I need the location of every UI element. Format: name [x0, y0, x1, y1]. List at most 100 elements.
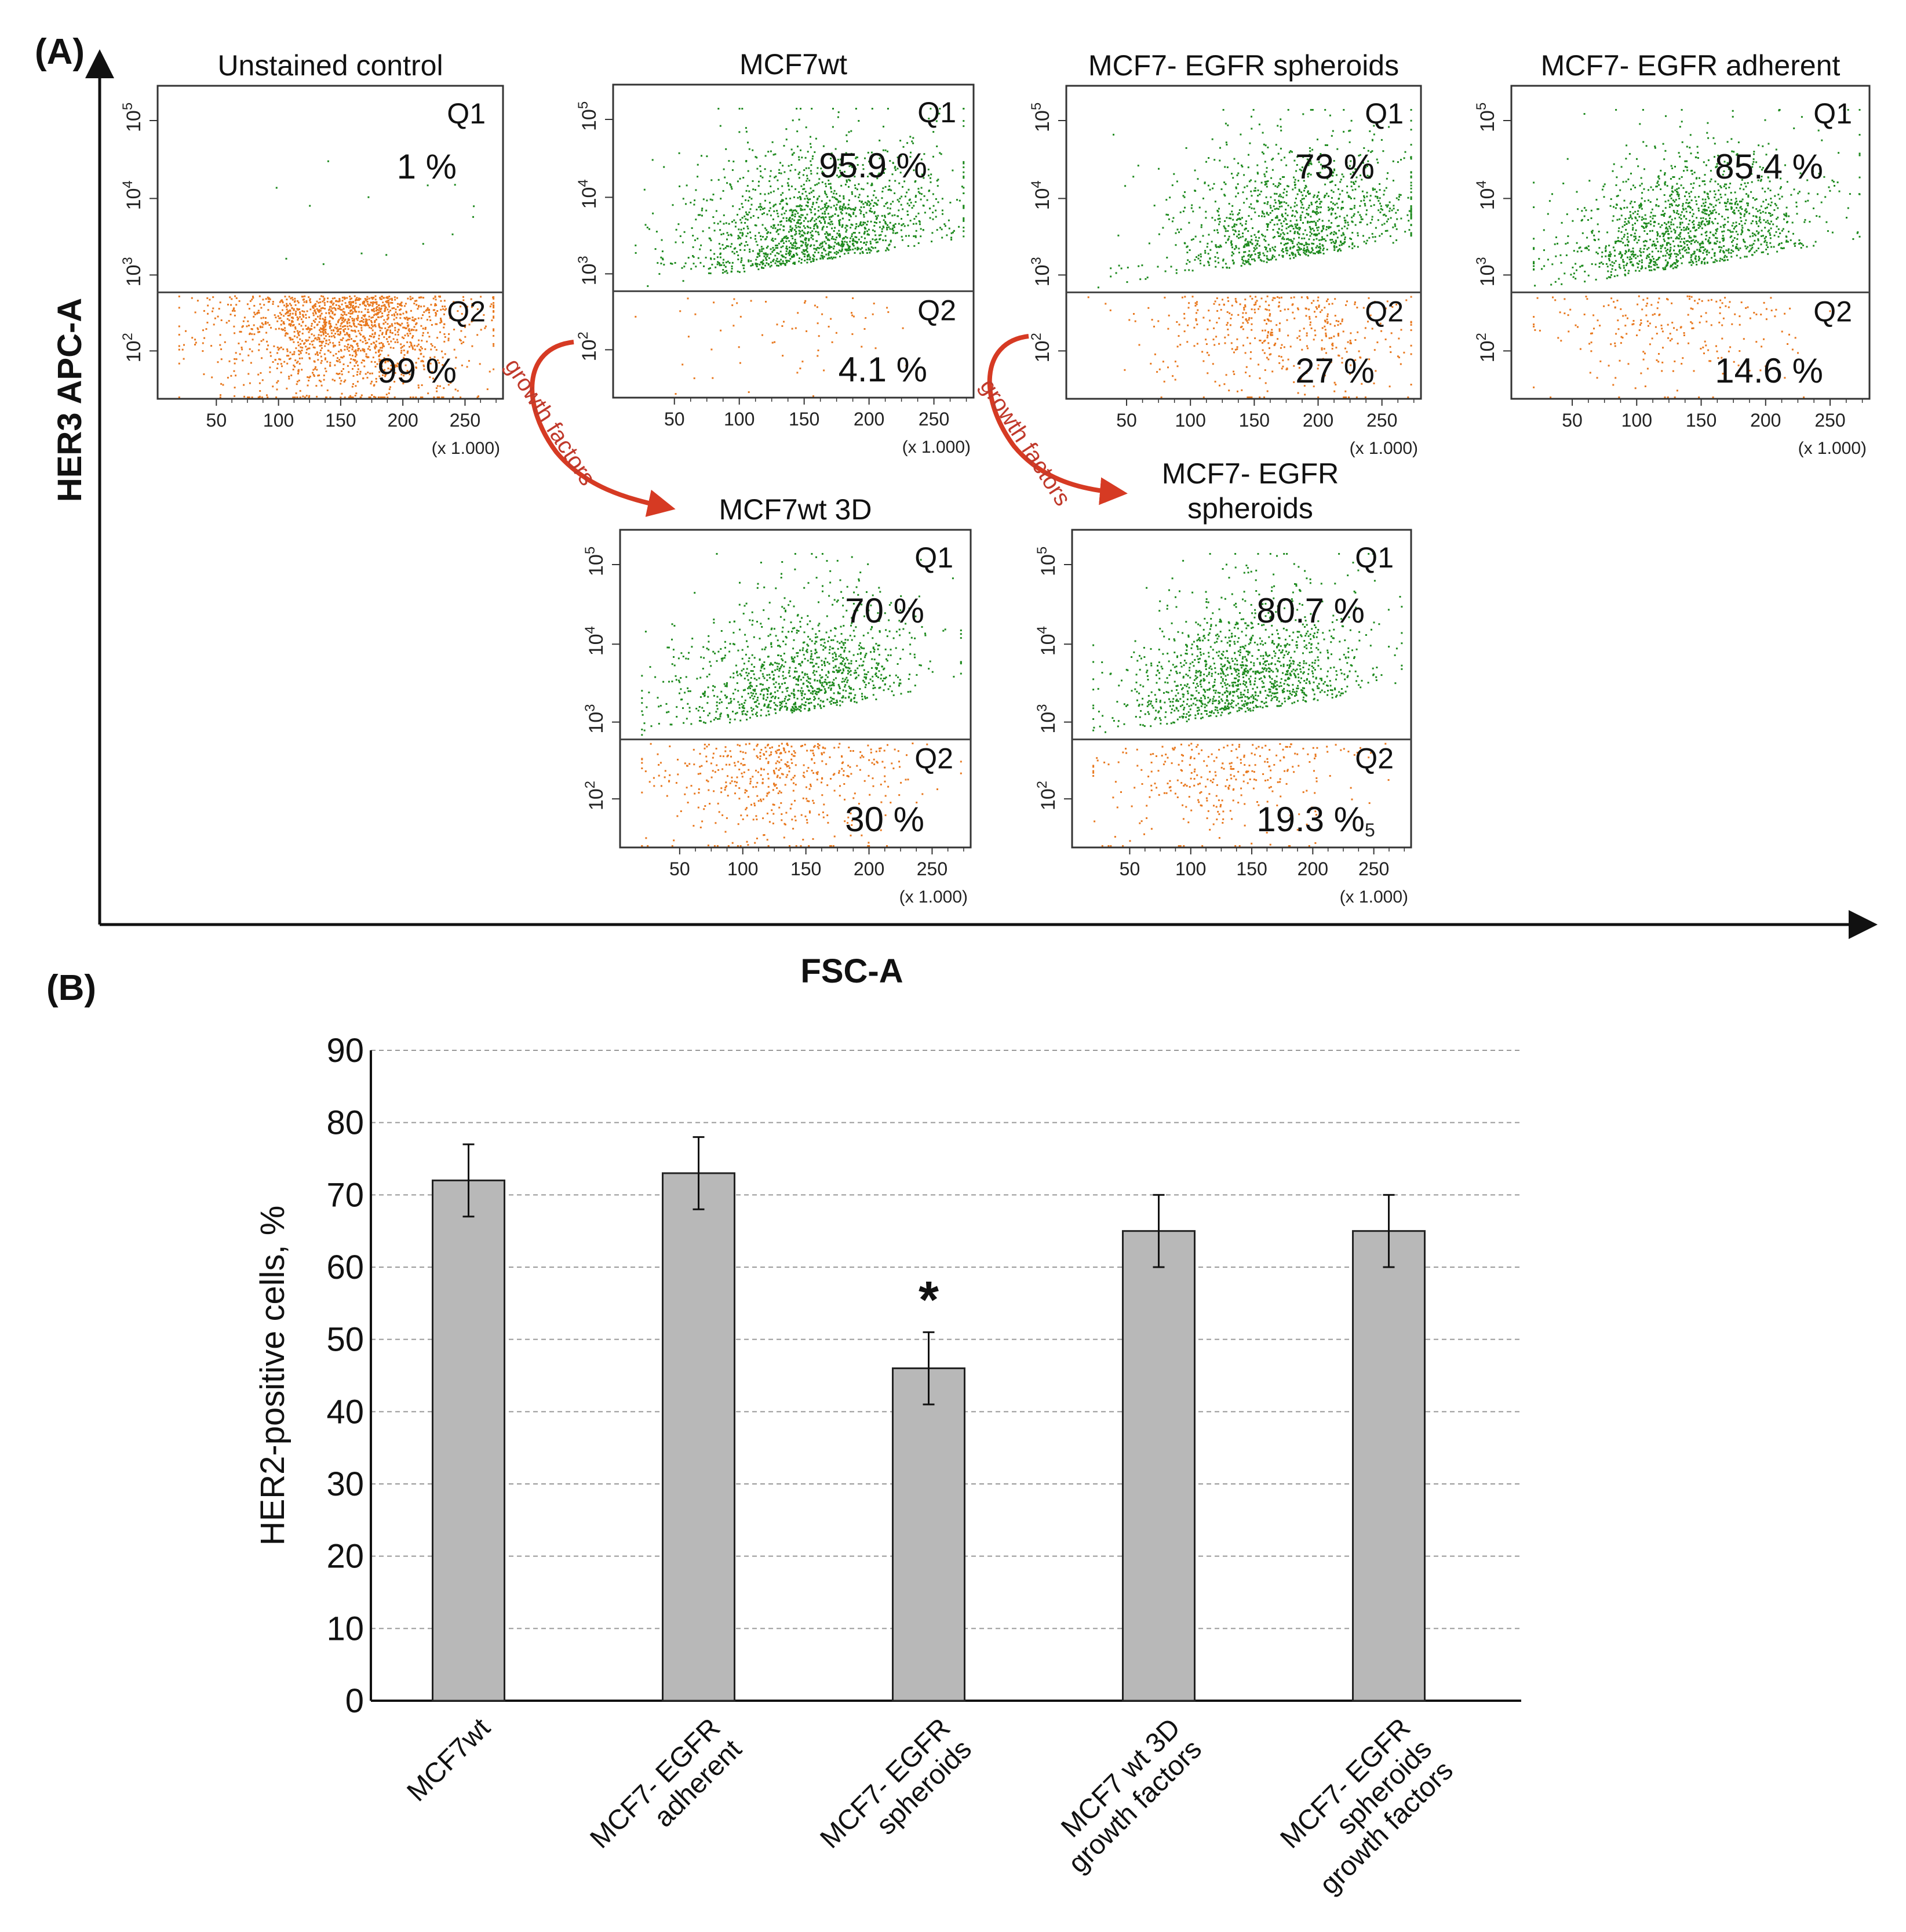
event-dot	[301, 340, 303, 342]
event-dot	[1267, 342, 1270, 344]
event-dot	[483, 314, 485, 316]
event-dot	[826, 257, 829, 260]
event-dot	[1324, 307, 1326, 309]
event-dot	[874, 246, 877, 249]
event-dot	[769, 207, 771, 209]
event-dot	[961, 185, 963, 188]
event-dot	[822, 257, 824, 260]
event-dot	[1275, 192, 1278, 195]
event-dot	[359, 304, 361, 305]
event-dot	[804, 239, 807, 241]
event-dot	[1344, 396, 1347, 398]
event-dot	[283, 323, 285, 325]
event-dot	[1257, 189, 1259, 191]
event-dot	[363, 302, 365, 304]
event-dot	[830, 157, 832, 159]
event-dot	[805, 242, 807, 244]
event-dot	[373, 314, 375, 316]
event-dot	[720, 234, 723, 235]
event-dot	[839, 219, 841, 221]
event-dot	[233, 370, 235, 372]
event-dot	[963, 192, 965, 194]
event-dot	[675, 241, 677, 243]
event-dot	[799, 223, 801, 225]
event-dot	[963, 235, 965, 238]
event-dot	[1305, 195, 1307, 197]
event-dot	[326, 389, 329, 391]
event-dot	[1297, 308, 1299, 311]
event-dot	[1326, 192, 1328, 195]
event-dot	[1313, 194, 1315, 197]
event-dot	[697, 257, 699, 259]
event-dot	[1128, 319, 1131, 321]
event-dot	[1333, 325, 1336, 327]
event-dot	[1171, 220, 1174, 223]
event-dot	[828, 251, 830, 253]
event-dot	[329, 308, 331, 310]
event-dot	[766, 213, 768, 216]
event-dot	[413, 303, 416, 305]
event-dot	[1395, 228, 1398, 230]
event-dot	[695, 189, 697, 191]
event-dot	[922, 229, 924, 231]
event-dot	[841, 206, 844, 208]
event-dot	[841, 226, 843, 228]
event-dot	[896, 232, 898, 234]
event-dot	[1241, 165, 1244, 168]
event-dot	[308, 376, 311, 379]
event-dot	[774, 262, 777, 264]
event-dot	[671, 263, 673, 265]
event-dot	[1272, 297, 1274, 299]
event-dot	[839, 205, 841, 208]
event-dot	[1328, 227, 1330, 230]
event-dot	[1310, 160, 1311, 162]
event-dot	[846, 140, 848, 143]
event-dot	[876, 203, 878, 206]
q2-label: Q2	[917, 294, 956, 326]
event-dot	[1287, 214, 1289, 217]
event-dot	[457, 310, 459, 312]
event-dot	[355, 335, 358, 337]
event-dot	[782, 229, 785, 231]
event-dot	[779, 228, 781, 231]
event-dot	[1266, 334, 1269, 337]
event-dot	[1254, 337, 1256, 339]
event-dot	[913, 245, 916, 247]
event-dot	[349, 312, 352, 315]
event-dot	[790, 209, 793, 212]
event-dot	[350, 338, 352, 340]
event-dot	[846, 212, 848, 214]
event-dot	[320, 347, 323, 350]
event-dot	[742, 267, 745, 270]
x-tick-label: 200	[854, 409, 884, 430]
event-dot	[1325, 239, 1327, 242]
event-dot	[1298, 233, 1300, 235]
event-dot	[852, 240, 854, 242]
event-dot	[847, 203, 850, 206]
event-dot	[737, 254, 739, 256]
event-dot	[773, 204, 775, 206]
event-dot	[708, 227, 710, 229]
event-dot	[355, 302, 357, 304]
event-dot	[423, 368, 425, 370]
event-dot	[462, 341, 465, 343]
event-dot	[389, 368, 392, 370]
event-dot	[828, 179, 830, 181]
event-dot	[319, 317, 321, 319]
event-dot	[839, 206, 841, 209]
event-dot	[396, 365, 398, 368]
event-dot	[833, 252, 836, 254]
event-dot	[841, 209, 844, 211]
event-dot	[294, 304, 297, 306]
event-dot	[811, 158, 814, 160]
event-dot	[1331, 207, 1333, 209]
event-dot	[1282, 236, 1284, 238]
event-dot	[818, 247, 821, 249]
event-dot	[352, 383, 354, 385]
event-dot	[305, 395, 308, 397]
event-dot	[385, 307, 387, 309]
event-dot	[391, 314, 393, 316]
event-dot	[422, 364, 425, 366]
event-dot	[323, 329, 325, 331]
event-dot	[1349, 141, 1351, 143]
